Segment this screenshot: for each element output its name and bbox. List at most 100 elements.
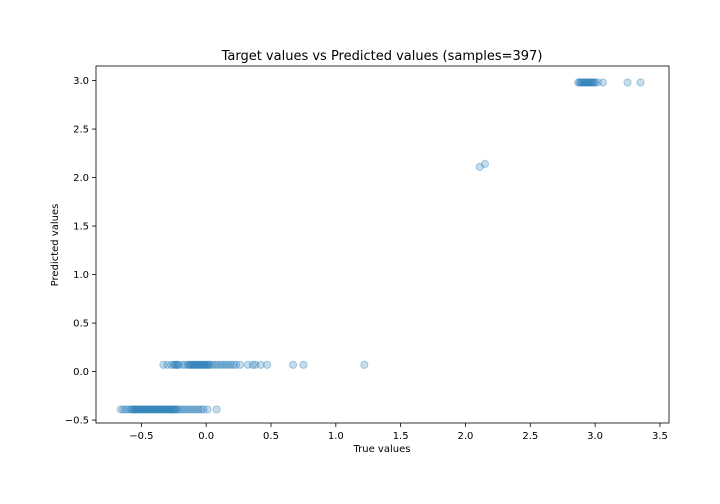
data-point (154, 405, 163, 414)
data-point (187, 360, 197, 369)
data-point (196, 405, 206, 414)
data-point (203, 405, 212, 414)
data-point (185, 360, 194, 369)
data-point (167, 405, 176, 414)
data-point (360, 360, 369, 369)
data-point (191, 360, 200, 369)
data-point (593, 78, 602, 87)
data-point (623, 78, 632, 87)
data-point (152, 405, 162, 414)
data-point (163, 360, 172, 369)
y-tick-label: −0.5 (65, 416, 89, 427)
data-point (263, 360, 272, 369)
data-point (163, 405, 172, 414)
data-point (248, 360, 257, 369)
data-point (191, 405, 200, 414)
y-tick-label: 0.0 (73, 367, 89, 378)
data-point (181, 360, 190, 369)
x-tick-label: 2.5 (522, 431, 538, 442)
data-point (168, 405, 177, 414)
x-tick-label: 0.0 (198, 431, 214, 442)
data-point (598, 78, 607, 87)
data-point (636, 78, 645, 87)
data-point (129, 405, 138, 414)
data-point (204, 360, 213, 369)
data-point (172, 360, 181, 369)
x-tick-label: 2.0 (458, 431, 474, 442)
x-tick-label: 3.5 (652, 431, 668, 442)
data-point (156, 405, 165, 414)
y-axis-label: Predicted values (50, 204, 61, 287)
data-point (256, 360, 265, 369)
data-point (130, 405, 139, 414)
data-point (159, 405, 168, 414)
x-tick-label: 0.5 (263, 431, 279, 442)
data-point (183, 360, 193, 369)
data-point (158, 405, 167, 414)
data-point (581, 78, 591, 87)
data-point (142, 405, 151, 414)
data-point (580, 78, 589, 87)
data-point (181, 405, 190, 414)
data-point (587, 78, 596, 87)
data-point (161, 405, 171, 414)
chart-title: Target values vs Predicted values (sampl… (221, 49, 543, 64)
x-tick-label: 1.0 (328, 431, 344, 442)
data-point (576, 78, 585, 87)
data-point (159, 360, 168, 369)
plot-area (95, 65, 670, 424)
data-point (147, 405, 156, 414)
data-point (235, 360, 244, 369)
x-tick-label: 1.5 (393, 431, 409, 442)
x-tick-label: 3.0 (587, 431, 603, 442)
data-point (137, 405, 146, 414)
data-point (213, 360, 222, 369)
data-point (591, 78, 600, 87)
data-point (583, 78, 592, 87)
data-point (150, 405, 159, 414)
data-point (243, 360, 252, 369)
data-point (196, 360, 206, 369)
data-point (176, 405, 185, 414)
data-point (151, 405, 160, 414)
data-point (216, 360, 225, 369)
data-point (173, 405, 182, 414)
x-axis-label: True values (353, 444, 411, 455)
data-point (164, 405, 173, 414)
data-point (575, 78, 584, 87)
data-point (578, 78, 587, 87)
data-point (199, 360, 208, 369)
data-point (193, 360, 202, 369)
data-point (134, 405, 143, 414)
data-point (165, 405, 174, 414)
data-point (139, 405, 149, 414)
data-point (178, 360, 187, 369)
data-point (224, 360, 233, 369)
data-point (145, 405, 154, 414)
data-point (585, 78, 595, 87)
data-point (135, 405, 145, 414)
data-point (186, 360, 195, 369)
data-point (121, 405, 130, 414)
data-point (211, 360, 220, 369)
data-point (160, 405, 169, 414)
x-tick-label: −0.5 (129, 431, 153, 442)
data-point (251, 360, 260, 369)
data-point (574, 78, 583, 87)
y-tick-label: 1.0 (73, 270, 89, 281)
data-point (132, 405, 141, 414)
data-point (178, 405, 187, 414)
data-point (218, 360, 228, 369)
data-point (226, 360, 235, 369)
data-point (128, 405, 137, 414)
data-point (221, 360, 230, 369)
data-point (119, 405, 128, 414)
data-point (288, 360, 298, 369)
data-point (189, 360, 198, 369)
y-tick-label: 3.0 (73, 76, 89, 87)
data-point (205, 360, 215, 369)
data-point (169, 405, 178, 414)
data-point (229, 360, 238, 369)
data-point (170, 405, 180, 414)
